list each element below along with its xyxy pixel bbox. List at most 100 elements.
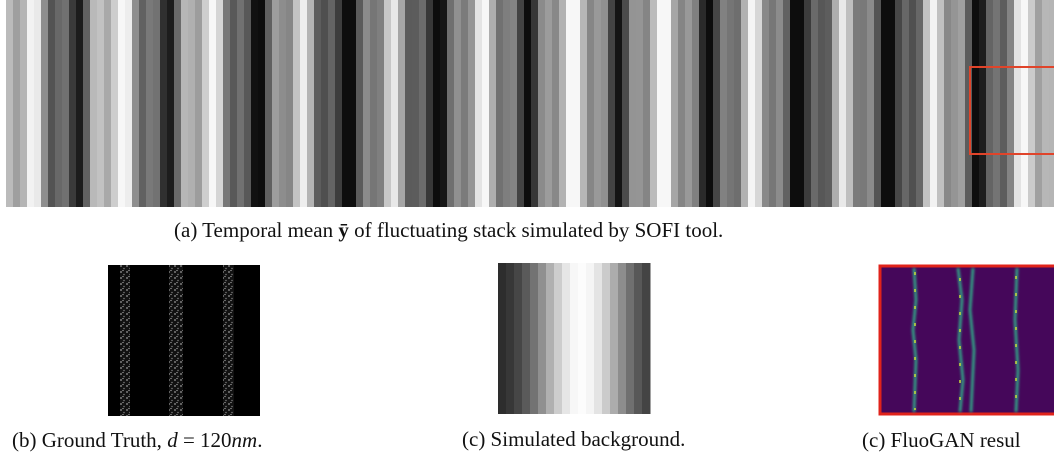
stripe xyxy=(391,0,399,207)
stripe xyxy=(461,0,469,207)
stripe xyxy=(55,0,63,207)
stripe xyxy=(580,0,588,207)
stripe xyxy=(6,0,14,207)
stripe xyxy=(174,0,182,207)
stripe xyxy=(545,0,553,207)
stripe xyxy=(160,0,168,207)
stripe xyxy=(293,0,301,207)
caption-unit: nm xyxy=(232,428,258,452)
stripe xyxy=(412,0,420,207)
stripe xyxy=(76,0,84,207)
stripe xyxy=(69,0,77,207)
stripe xyxy=(586,263,595,414)
stripe xyxy=(517,0,525,207)
stripe xyxy=(230,0,238,207)
stripe xyxy=(328,0,336,207)
stripe xyxy=(20,0,28,207)
stripe xyxy=(965,0,973,207)
caption-b: (b) Ground Truth, d = 120nm. xyxy=(12,428,262,453)
stripe xyxy=(958,0,966,207)
stripe xyxy=(363,0,371,207)
stripe xyxy=(601,0,609,207)
stripe xyxy=(636,0,644,207)
stripe xyxy=(538,263,547,414)
stripe xyxy=(104,0,112,207)
stripe xyxy=(370,0,378,207)
stripe xyxy=(506,263,515,414)
stripe xyxy=(783,0,791,207)
stripe xyxy=(440,0,448,207)
stripe xyxy=(514,263,523,414)
stripe xyxy=(538,0,546,207)
stripe xyxy=(132,0,140,207)
stripe xyxy=(626,263,635,414)
stripe xyxy=(251,0,259,207)
stripe xyxy=(594,0,602,207)
stripe xyxy=(713,0,721,207)
ground-truth-image xyxy=(108,265,260,416)
stripe xyxy=(447,0,455,207)
stripe xyxy=(1028,0,1036,207)
stripe xyxy=(41,0,49,207)
stripe xyxy=(524,0,532,207)
stripe xyxy=(839,0,847,207)
stripe xyxy=(860,0,868,207)
caption-text: . xyxy=(257,428,262,452)
stripe xyxy=(902,0,910,207)
stripe xyxy=(531,0,539,207)
stripe xyxy=(426,0,434,207)
stripe xyxy=(97,0,105,207)
stripe xyxy=(570,263,579,414)
stripe xyxy=(510,0,518,207)
stripe xyxy=(734,0,742,207)
stripe xyxy=(1014,0,1022,207)
stripe xyxy=(167,0,175,207)
stripe xyxy=(503,0,511,207)
stripe xyxy=(34,0,42,207)
stripe xyxy=(685,0,693,207)
caption-text: (b) Ground Truth, xyxy=(12,428,167,452)
stripe xyxy=(692,0,700,207)
page: (a) Temporal mean ȳ of fluctuating stack… xyxy=(0,0,1054,453)
stripe xyxy=(1021,0,1029,207)
stripe xyxy=(559,0,567,207)
stripe xyxy=(552,0,560,207)
stripe xyxy=(62,0,70,207)
caption-a: (a) Temporal mean ȳ of fluctuating stack… xyxy=(174,218,723,243)
stripe xyxy=(853,0,861,207)
stripe xyxy=(846,0,854,207)
stripe xyxy=(874,0,882,207)
stripe xyxy=(195,0,203,207)
stripe xyxy=(216,0,224,207)
stripe xyxy=(496,0,504,207)
stripe xyxy=(944,0,952,207)
stripe xyxy=(272,0,280,207)
caption-text: (c) FluoGAN resul xyxy=(862,428,1021,452)
caption-c: (c) Simulated background. xyxy=(462,427,685,452)
stripe xyxy=(895,0,903,207)
stripe xyxy=(979,0,987,207)
stripe xyxy=(530,263,539,414)
stripe xyxy=(643,0,651,207)
stripe xyxy=(741,0,749,207)
stripe xyxy=(573,0,581,207)
stripe xyxy=(209,0,217,207)
stripe xyxy=(433,0,441,207)
stripe xyxy=(923,0,931,207)
stripe xyxy=(1042,0,1050,207)
stripe xyxy=(146,0,154,207)
stripe xyxy=(300,0,308,207)
stripe xyxy=(475,0,483,207)
stripe xyxy=(629,0,637,207)
stripe xyxy=(909,0,917,207)
stripe xyxy=(720,0,728,207)
stripe xyxy=(930,0,938,207)
caption-text: = 120 xyxy=(178,428,232,452)
stripe xyxy=(522,263,531,414)
stripe xyxy=(762,0,770,207)
stripe xyxy=(650,0,658,207)
stripe xyxy=(384,0,392,207)
stripe xyxy=(279,0,287,207)
stripe xyxy=(554,263,563,414)
stripe xyxy=(1000,0,1008,207)
